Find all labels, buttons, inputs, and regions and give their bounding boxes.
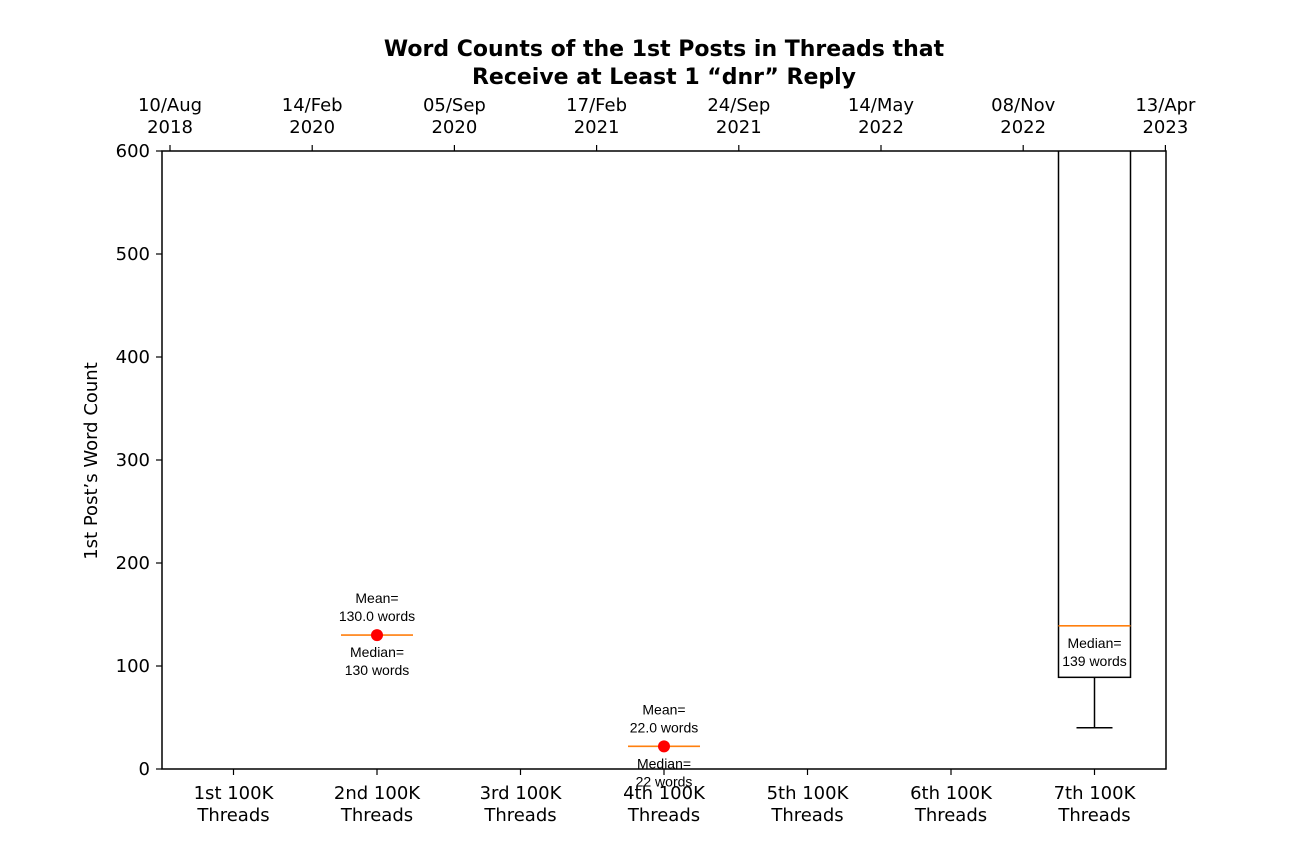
mean-marker — [371, 629, 383, 642]
y-tick-label: 0 — [139, 759, 150, 780]
plot-frame — [161, 150, 1167, 770]
top-tick-label: 05/Sep 2020 — [423, 95, 486, 138]
y-tick-label: 100 — [116, 656, 150, 677]
bottom-axis: 1st 100K Threads 2nd 100K Threads 3rd 100K Th… — [194, 769, 1137, 826]
mean-marker — [658, 740, 670, 753]
top-tick-label: 08/Nov 2022 — [991, 95, 1055, 138]
y-tick-label: 500 — [116, 244, 150, 265]
top-tick-label: 13/Apr 2023 — [1135, 95, 1196, 138]
box-plot-7 — [1057, 151, 1132, 729]
top-tick-label: 24/Sep 2021 — [707, 95, 770, 138]
annotations-2: Mean= 130.0 words Median= 130 words — [339, 590, 415, 678]
top-tick-label: 14/Feb 2020 — [282, 95, 343, 138]
y-axis: 0 100 200 300 400 500 600 — [116, 141, 162, 780]
median-annotation: Median= 139 words — [1062, 635, 1127, 669]
x-tick-label: 4th 100K Threads — [623, 783, 706, 826]
median-annotation: Median= 130 words — [345, 644, 410, 678]
x-tick-label: 3rd 100K Threads — [480, 783, 563, 826]
chart-title-line-1: Word Counts of the 1st Posts in Threads … — [384, 37, 945, 62]
top-tick-label: 10/Aug 2018 — [138, 95, 202, 138]
x-tick-label: 7th 100K Threads — [1054, 783, 1137, 826]
x-tick-label: 1st 100K Threads — [194, 783, 275, 826]
plot-marks — [341, 151, 1132, 753]
top-tick-label: 14/May 2022 — [848, 95, 915, 138]
box-plot-4 — [628, 740, 700, 753]
median-annotation: Median= 22 words — [636, 755, 693, 789]
y-tick-label: 600 — [116, 141, 150, 162]
annotations-7: Median= 139 words — [1062, 635, 1127, 669]
top-axis: 10/Aug 2018 14/Feb 2020 05/Sep 2020 17/Feb 2021… — [138, 95, 1196, 151]
annotations-4: Mean= 22.0 words Median= 22 words — [630, 701, 698, 789]
x-tick-label: 5th 100K Threads — [767, 783, 850, 826]
plot-area: Mean= 130.0 words Median= 130 words Mean= 22.… — [339, 151, 1132, 789]
chart-title-line-2: Receive at Least 1 “dnr” Reply — [472, 65, 856, 90]
box-body — [1057, 151, 1132, 679]
y-axis-label: 1st Post’s Word Count — [81, 362, 102, 560]
y-tick-label: 400 — [116, 347, 150, 368]
top-tick-label: 17/Feb 2021 — [566, 95, 627, 138]
box-plot-2 — [341, 629, 413, 642]
x-tick-label: 2nd 100K Threads — [334, 783, 421, 826]
mean-annotation: Mean= 130.0 words — [339, 590, 415, 624]
y-tick-label: 200 — [116, 553, 150, 574]
y-tick-label: 300 — [116, 450, 150, 471]
x-tick-label: 6th 100K Threads — [910, 783, 993, 826]
mean-annotation: Mean= 22.0 words — [630, 701, 698, 735]
